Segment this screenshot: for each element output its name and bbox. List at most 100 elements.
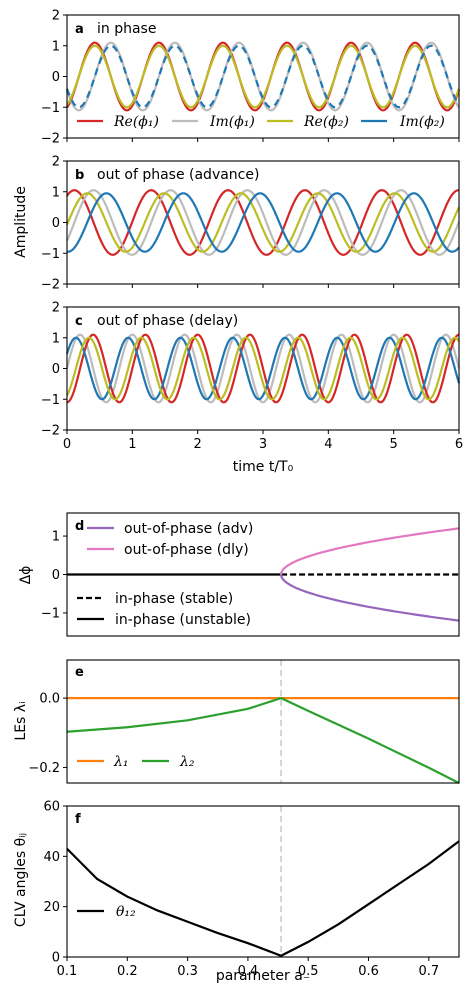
panel-c-y-ticks: 2 1 0 −1 −2 (41, 301, 67, 439)
legend-label-lambda2: λ₂ (179, 754, 195, 770)
y-tick-label: −1 (41, 606, 60, 621)
panel-b-tag: b (75, 168, 84, 183)
x-tick-label: 0 (63, 437, 71, 452)
x-tick-label: 4 (324, 437, 332, 452)
panel-a-x-ticks (66, 138, 460, 142)
panel-f-series (66, 806, 460, 957)
panel-f-legend: θ₁₂ (77, 904, 136, 920)
y-tick-label: 2 (52, 301, 60, 316)
panel-e-legend: λ₁ λ₂ (77, 754, 195, 770)
dphi-axis-label: Δϕ (18, 566, 34, 585)
series-line (65, 333, 461, 404)
panel-c-x-ticks: 0 1 2 3 4 5 6 (63, 430, 463, 452)
x-tick-label: 1 (128, 437, 136, 452)
x-tick-label: 2 (194, 437, 202, 452)
panel-d-y-ticks: 1 0 −1 (41, 530, 67, 621)
panel-c-series (65, 333, 461, 404)
lambda2-line (66, 696, 460, 784)
y-tick-label: 1 (52, 530, 60, 545)
x-tick-label: 0.2 (117, 964, 138, 979)
legend-label-stable: in-phase (stable) (115, 591, 233, 607)
panel-e-series (66, 660, 460, 784)
panel-b: 2 1 0 −1 −2 b out of phase (advance) (41, 155, 461, 293)
y-tick-label: 0 (52, 951, 60, 966)
x-tick-label: 0.6 (358, 964, 379, 979)
y-tick-label: 0 (52, 216, 60, 231)
panel-a-legend: Re(ϕ₁) Im(ϕ₁) Re(ϕ₂) Im(ϕ₂) (77, 114, 445, 130)
theta12-line (66, 840, 460, 957)
panel-b-title: out of phase (advance) (97, 167, 259, 183)
x-tick-label: 0.1 (57, 964, 78, 979)
panel-e-tag: e (75, 665, 84, 680)
legend-label-unstable: in-phase (unstable) (115, 612, 251, 628)
amplitude-axis-label: Amplitude (13, 186, 29, 258)
panel-d: 1 0 −1 d out-of-phase (adv) out-of-phase (… (41, 512, 460, 637)
panel-f-frame (66, 805, 460, 958)
panel-b-series (65, 189, 461, 256)
y-tick-label: 0.0 (39, 692, 60, 707)
y-tick-label: 1 (52, 39, 60, 54)
panel-d-series (67, 527, 460, 622)
y-tick-label: 40 (43, 850, 60, 865)
panel-e-frame (66, 659, 460, 784)
panel-a: 2 1 0 −1 −2 a in phase Re(ϕ₁) Im(ϕ₁) Re(ϕ₂) … (41, 9, 461, 147)
panel-a-series (65, 41, 461, 112)
legend-label-theta12: θ₁₂ (116, 904, 136, 920)
y-tick-label: −1 (41, 101, 60, 116)
panel-f-tag: f (75, 812, 81, 827)
y-tick-label: 60 (43, 800, 60, 815)
x-tick-label: 6 (455, 437, 463, 452)
x-tick-label: 0.7 (419, 964, 440, 979)
y-tick-label: −1 (41, 393, 60, 408)
series-line (66, 333, 460, 404)
legend-label-dly: out-of-phase (dly) (124, 542, 249, 558)
panel-e-y-ticks: 0.0 −0.2 (28, 692, 67, 776)
panel-c: 2 1 0 −1 −2 0 1 2 3 4 5 6 c out of phase (delay) (41, 301, 463, 453)
y-tick-label: −2 (41, 278, 60, 293)
legend-label-re-phi2: Re(ϕ₂) (303, 114, 349, 130)
panel-a-tag: a (75, 22, 84, 37)
series-line (66, 192, 460, 253)
y-tick-label: 1 (52, 331, 60, 346)
x-tick-label: 0.5 (298, 964, 319, 979)
y-tick-label: 20 (43, 900, 60, 915)
panel-c-tag: c (75, 314, 83, 329)
y-tick-label: 0 (52, 70, 60, 85)
y-tick-label: 0 (52, 568, 60, 583)
panel-c-title: out of phase (delay) (97, 313, 238, 329)
out-of-phase-dly-line (279, 527, 460, 575)
y-tick-label: 2 (52, 9, 60, 24)
series-line (65, 189, 461, 256)
x-tick-label: 0.3 (177, 964, 198, 979)
y-tick-label: −0.2 (28, 761, 60, 776)
panel-a-y-ticks: 2 1 0 −1 −2 (41, 9, 67, 147)
panel-a-title: in phase (97, 21, 156, 37)
panel-b-y-ticks: 2 1 0 −1 −2 (41, 155, 67, 293)
x-tick-label: 5 (390, 437, 398, 452)
legend-label-re-phi1: Re(ϕ₁) (113, 114, 159, 130)
y-tick-label: 1 (52, 185, 60, 200)
y-tick-label: −2 (41, 424, 60, 439)
series-line (65, 192, 460, 253)
panel-b-x-ticks (66, 284, 460, 288)
legend-label-im-phi1: Im(ϕ₁) (209, 114, 255, 130)
series-line (66, 336, 460, 401)
out-of-phase-adv-line (279, 574, 460, 622)
y-tick-label: 2 (52, 155, 60, 170)
series-line (65, 44, 460, 109)
panel-e: 0.0 −0.2 e λ₁ λ₂ (28, 659, 460, 784)
panel-d-legend: out-of-phase (adv) out-of-phase (dly) in… (77, 521, 253, 628)
legend-label-adv: out-of-phase (adv) (124, 521, 253, 537)
x-tick-label: 3 (259, 437, 267, 452)
panel-f: 60 40 20 0 0.1 0.2 0.3 0.4 0.5 0.6 0.7 f θ₁₂ (43, 800, 460, 979)
x-tick-label: 0.4 (238, 964, 259, 979)
panel-f-x-ticks: 0.1 0.2 0.3 0.4 0.5 0.6 0.7 (57, 957, 440, 979)
y-tick-label: 0 (52, 362, 60, 377)
y-tick-label: −2 (41, 132, 60, 147)
series-line (66, 189, 459, 256)
clv-axis-label: CLV angles θᵢⱼ (13, 833, 29, 927)
panel-d-tag: d (75, 519, 84, 534)
parameter-axis-label: parameter a₋ (216, 968, 310, 984)
legend-label-lambda1: λ₁ (113, 754, 129, 770)
